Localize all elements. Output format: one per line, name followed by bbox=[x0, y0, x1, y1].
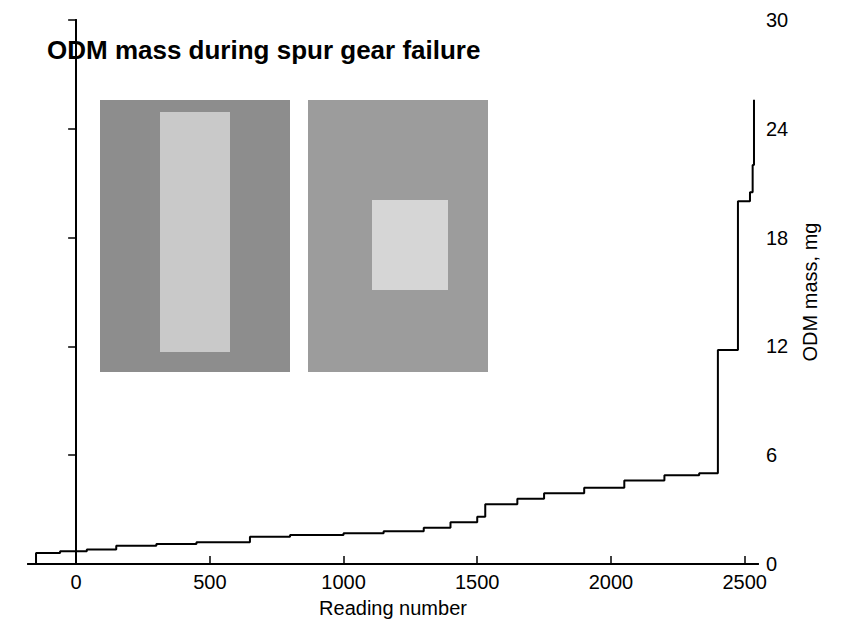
svg-text:2500: 2500 bbox=[722, 571, 767, 593]
svg-text:0: 0 bbox=[766, 553, 777, 575]
svg-text:Reading number: Reading number bbox=[319, 597, 467, 619]
svg-text:24: 24 bbox=[766, 118, 788, 140]
svg-text:30: 30 bbox=[766, 9, 788, 31]
svg-text:ODM mass during spur gear fail: ODM mass during spur gear failure bbox=[47, 35, 480, 65]
svg-text:500: 500 bbox=[193, 571, 226, 593]
svg-text:18: 18 bbox=[766, 227, 788, 249]
svg-text:1000: 1000 bbox=[321, 571, 366, 593]
svg-text:1500: 1500 bbox=[455, 571, 500, 593]
svg-text:6: 6 bbox=[766, 444, 777, 466]
svg-text:12: 12 bbox=[766, 335, 788, 357]
svg-text:ODM mass, mg: ODM mass, mg bbox=[799, 223, 821, 362]
svg-text:2000: 2000 bbox=[589, 571, 634, 593]
svg-text:0: 0 bbox=[71, 571, 82, 593]
